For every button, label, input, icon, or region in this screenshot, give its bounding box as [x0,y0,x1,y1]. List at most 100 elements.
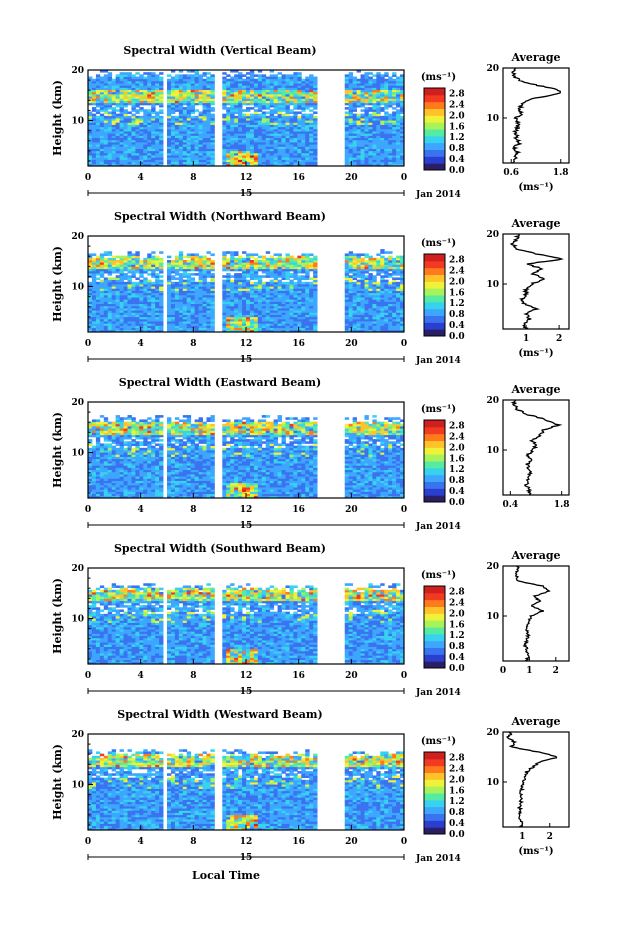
heatmap-cell [96,109,100,112]
heatmap-cell [92,79,96,82]
heatmap-cell [203,79,207,82]
heatmap-cell [262,256,266,259]
heatmap-cell [143,72,147,75]
y-tick-label: 10 [71,117,84,127]
heatmap-cell [124,282,128,285]
heatmap-cell [226,107,230,110]
heatmap-cell [116,275,120,278]
x-tick-label: 0 [85,173,91,183]
heatmap-cell [254,253,258,256]
heatmap-cell [128,72,132,75]
heatmap-cell [159,77,163,80]
heatmap-cell [100,280,104,283]
heatmap-cell [234,116,238,119]
heatmap-cell [112,277,116,280]
heatmap-cell [301,275,305,278]
profile-y-tick-label: 20 [486,64,499,74]
heatmap-cell [313,77,317,80]
heatmap-cell [96,277,100,280]
heatmap-cell [171,116,175,119]
heatmap-cell [258,260,262,263]
heatmap-cell [128,251,132,254]
x-tick-label: 20 [345,173,358,183]
heatmap-cell [305,77,309,80]
heatmap-cell [207,72,211,75]
heatmap-cell [88,111,92,114]
heatmap-cell [297,116,301,119]
heatmap-cell [392,107,396,110]
heatmap-cell [171,282,175,285]
heatmap-cell [270,256,274,259]
colorbar-swatch [424,136,445,143]
heatmap-cell [309,258,313,261]
heatmap-cell [195,253,199,256]
heatmap-cell [353,253,357,256]
heatmap-cell [297,275,301,278]
heatmap [88,70,404,166]
heatmap-cell [289,116,293,119]
heatmap-cell [175,277,179,280]
heatmap-cell [250,260,254,263]
heatmap-cell [289,280,293,283]
panel-title: Spectral Width (Northward Beam) [114,210,326,223]
heatmap-cell [234,273,238,276]
heatmap-cell [108,258,112,261]
heatmap-cell [147,72,151,75]
heatmap-cell [293,72,297,75]
heatmap-cell [274,258,278,261]
heatmap-cell [210,260,214,263]
heatmap-cell [104,258,108,261]
heatmap-cell [242,109,246,112]
heatmap-cell [357,280,361,283]
colorbar-swatch [424,122,445,129]
heatmap-cell [187,273,191,276]
heatmap-cell [116,74,120,77]
heatmap-cell [92,114,96,117]
heatmap-cell [242,251,246,254]
heatmap-cell [139,280,143,283]
heatmap-cell [139,260,143,263]
heatmap-cell [361,74,365,77]
colorbar-swatch [424,129,445,136]
heatmap-cell [92,107,96,110]
heatmap-cell [179,251,183,254]
heatmap-cell [305,282,309,285]
heatmap-cell [187,74,191,77]
heatmap-cell [345,107,349,110]
heatmap-cell [143,277,147,280]
x-tick-label: 8 [190,173,196,183]
heatmap-cell [361,109,365,112]
heatmap-cell [282,114,286,117]
heatmap-cell [289,273,293,276]
heatmap-cell [222,114,226,117]
colorbar-tick-label: 1.6 [449,122,465,132]
heatmap-cell [199,111,203,114]
heatmap-cell [234,258,238,261]
colorbar-tick-label: 2.0 [449,111,465,121]
heatmap-cell [183,280,187,283]
heatmap-cell [210,74,214,77]
heatmap-cell [195,109,199,112]
x-tick-label: 4 [138,173,144,183]
heatmap-cell [92,258,96,261]
heatmap-cell [278,72,282,75]
heatmap-cell [388,77,392,80]
heatmap-cell [210,114,214,117]
heatmap-cell [96,256,100,259]
heatmap-cell [104,277,108,280]
heatmap-cell [365,260,369,263]
heatmap-cell [159,116,163,119]
heatmap-cell [242,258,246,261]
heatmap-cell [289,256,293,259]
heatmap-cell [365,72,369,75]
heatmap-cell [289,109,293,112]
heatmap-cell [207,282,211,285]
heatmap-cell [357,253,361,256]
heatmap-cell [293,258,297,261]
heatmap-cell [191,74,195,77]
y-tick-label: 20 [71,66,84,76]
heatmap-cell [293,111,297,114]
heatmap-cell [112,107,116,110]
heatmap-cell [147,253,151,256]
heatmap-cell [147,109,151,112]
